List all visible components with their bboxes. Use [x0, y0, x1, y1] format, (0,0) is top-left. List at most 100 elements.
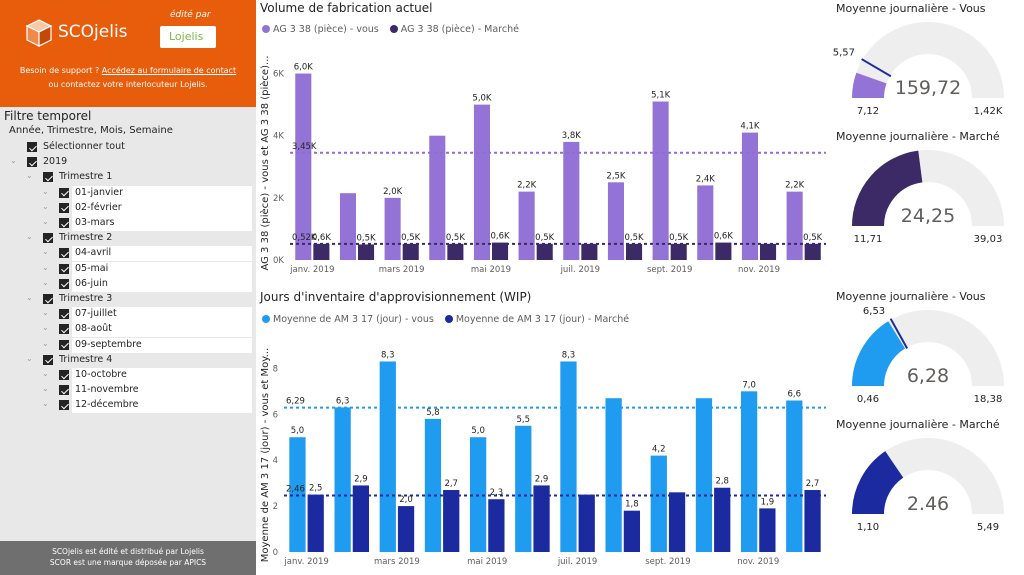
- checkbox-checked[interactable]: [59, 248, 69, 259]
- checkbox-checked[interactable]: [27, 157, 37, 168]
- bar-vous: [424, 418, 442, 552]
- gauge-target-label: 245,57: [832, 48, 855, 59]
- filter-item[interactable]: ⌄ 05-mai: [42, 261, 252, 277]
- checkbox-checked[interactable]: [59, 202, 69, 213]
- chart-title-volume: Volume de fabrication actuel: [260, 1, 433, 15]
- checkbox-checked[interactable]: [59, 218, 69, 228]
- filter-item[interactable]: ⌄ 12-décembre: [42, 398, 252, 414]
- data-label: 2,3: [490, 488, 504, 498]
- filter-item[interactable]: ⌄ 09-septembre: [42, 337, 252, 353]
- gauge-target-marker: [861, 58, 892, 78]
- checkbox-checked[interactable]: [59, 400, 69, 411]
- filter-item[interactable]: ⌄ 07-juillet: [42, 307, 252, 323]
- data-label: 5,0K: [472, 94, 492, 104]
- filter-item[interactable]: ⌄ Trimestre 4: [0, 353, 252, 368]
- bar-marche: [623, 510, 641, 552]
- checkbox-checked[interactable]: [59, 187, 69, 198]
- support-line-1: Besoin de support ? Accédez au formulair…: [0, 66, 256, 75]
- checkbox-checked[interactable]: [59, 263, 69, 274]
- bar-vous: [295, 73, 312, 261]
- gauge-value: 159,72: [895, 77, 961, 99]
- x-tick-label: juil. 2019: [557, 557, 598, 567]
- wip-bar-chart: Moyenne de AM 3 17 (jour) - vous et Moy.…: [260, 348, 826, 567]
- checkbox-checked[interactable]: [59, 278, 69, 289]
- data-label: 8,3: [381, 350, 395, 360]
- x-tick-label: nov. 2019: [738, 265, 780, 275]
- data-label: 0,5K: [446, 233, 466, 243]
- checkbox-checked[interactable]: [59, 385, 69, 396]
- bar-marche: [670, 243, 687, 260]
- chevron-down-icon[interactable]: ⌄: [26, 293, 33, 302]
- gauge-fill: [852, 321, 906, 387]
- x-tick-label: sept. 2019: [647, 265, 692, 275]
- filter-item[interactable]: ⌄ 04-avril: [42, 246, 252, 262]
- checkbox-checked[interactable]: [43, 294, 53, 304]
- chart-legend-wip: Moyenne de AM 3 17 (jour) - vous Moyenne…: [262, 314, 637, 325]
- gauge-marche-volume: 24,25 11,71 39,03: [852, 150, 1004, 245]
- filter-item[interactable]: ⌄ 02-février: [42, 200, 252, 216]
- legend-item-marche[interactable]: AG 3 38 (pièce) - Marché: [389, 24, 519, 35]
- bar-vous: [473, 104, 490, 260]
- checkbox-checked[interactable]: [43, 354, 53, 365]
- filter-item[interactable]: ⌄ 06-juin: [42, 276, 252, 292]
- filter-title: Filtre temporel: [4, 109, 92, 123]
- gauge-max-label: 18,38: [974, 394, 1003, 405]
- chevron-down-icon[interactable]: ⌄: [26, 171, 33, 181]
- chevron-down-icon[interactable]: ⌄: [42, 308, 49, 318]
- filter-item[interactable]: ⌄ 03-mars: [42, 216, 252, 231]
- filter-item-label: 07-juillet: [75, 308, 117, 320]
- filter-item[interactable]: Sélectionner tout: [0, 140, 252, 155]
- chevron-down-icon[interactable]: ⌄: [42, 384, 49, 394]
- filter-item[interactable]: ⌄ 10-octobre: [42, 368, 252, 383]
- chevron-down-icon[interactable]: ⌄: [42, 338, 49, 348]
- filter-item[interactable]: ⌄ 11-novembre: [42, 383, 252, 399]
- filter-item[interactable]: ⌄ 2019: [0, 155, 252, 170]
- chevron-down-icon[interactable]: ⌄: [42, 262, 49, 272]
- checkbox-checked[interactable]: [43, 233, 53, 244]
- data-label: 2,9: [354, 474, 368, 484]
- filter-item-label: Trimestre 3: [59, 293, 113, 304]
- chart-title-wip: Jours d'inventaire d'approvisionnement (…: [260, 290, 532, 304]
- chevron-down-icon[interactable]: ⌄: [42, 217, 49, 226]
- gauge-min-label: 0,46: [857, 394, 879, 405]
- checkbox-checked[interactable]: [59, 370, 69, 380]
- checkbox-checked[interactable]: [27, 142, 37, 152]
- average-reference-label: 2,46: [286, 485, 305, 495]
- filter-item[interactable]: ⌄ Trimestre 1: [0, 170, 252, 185]
- contact-form-link[interactable]: Accédez au formulaire de contact: [101, 66, 237, 75]
- legend-item-vous[interactable]: AG 3 38 (pièce) - vous: [262, 24, 379, 35]
- checkbox-checked[interactable]: [43, 172, 53, 183]
- chart-legend-volume: AG 3 38 (pièce) - vous AG 3 38 (pièce) -…: [262, 24, 527, 35]
- gauge-vous-wip: 6,53 6,28 0,46 18,38: [852, 306, 1004, 405]
- data-label: 5,0: [291, 426, 305, 436]
- bar-marche: [804, 490, 821, 552]
- legend-item-marche[interactable]: Moyenne de AM 3 17 (jour) - Marché: [444, 314, 629, 325]
- filter-item[interactable]: ⌄ Trimestre 2: [0, 231, 252, 246]
- legend-item-vous[interactable]: Moyenne de AM 3 17 (jour) - vous: [262, 314, 434, 325]
- chevron-down-icon[interactable]: ⌄: [42, 399, 49, 409]
- checkbox-checked[interactable]: [59, 339, 69, 350]
- filter-item[interactable]: ⌄ Trimestre 3: [0, 292, 252, 307]
- filter-item[interactable]: ⌄ 08-août: [42, 322, 252, 338]
- filter-item[interactable]: ⌄ 01-janvier: [42, 185, 252, 201]
- chevron-down-icon[interactable]: ⌄: [42, 369, 49, 378]
- chevron-down-icon[interactable]: ⌄: [26, 353, 33, 363]
- chevron-down-icon[interactable]: ⌄: [26, 232, 33, 242]
- filter-item-label: Trimestre 2: [59, 232, 113, 244]
- legend-dot: [444, 315, 453, 323]
- chevron-down-icon[interactable]: ⌄: [42, 186, 49, 196]
- filter-item-label: 04-avril: [75, 247, 112, 259]
- y-tick-label: 6K: [273, 70, 284, 80]
- bar-vous: [607, 182, 624, 260]
- chevron-down-icon[interactable]: ⌄: [42, 201, 49, 211]
- bar-vous: [560, 361, 577, 552]
- chevron-down-icon[interactable]: ⌄: [42, 323, 49, 333]
- chevron-down-icon[interactable]: ⌄: [10, 156, 17, 166]
- checkbox-checked[interactable]: [59, 324, 69, 335]
- chevron-down-icon[interactable]: ⌄: [42, 247, 49, 257]
- data-label: 6,6: [788, 390, 802, 400]
- checkbox-checked[interactable]: [59, 309, 69, 320]
- data-label: 1,8: [625, 500, 639, 510]
- data-label: 2,0: [399, 495, 413, 505]
- chevron-down-icon[interactable]: ⌄: [42, 277, 49, 287]
